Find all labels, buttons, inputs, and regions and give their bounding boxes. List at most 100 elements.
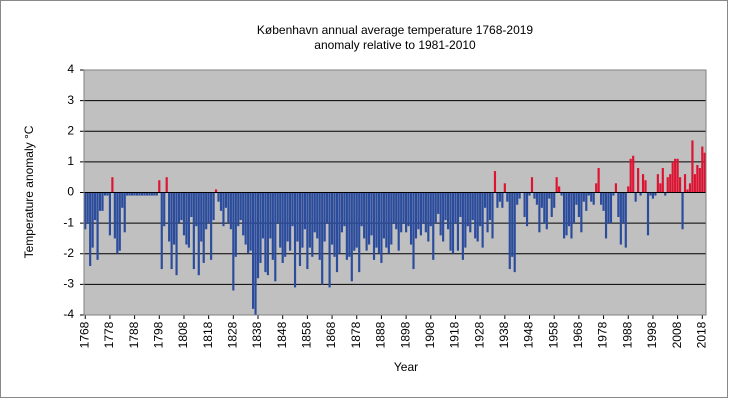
bar <box>607 192 610 224</box>
bar <box>424 192 427 233</box>
bar <box>118 192 121 251</box>
bar <box>602 192 605 211</box>
x-tick-label: 2018 <box>694 321 708 348</box>
y-tick-label: -1 <box>63 215 74 229</box>
bar <box>145 192 149 196</box>
bar <box>446 192 450 230</box>
bar <box>271 192 274 260</box>
bar <box>666 177 669 193</box>
bar <box>555 177 558 193</box>
bar <box>649 192 652 196</box>
bar <box>256 192 260 279</box>
bar <box>214 189 218 193</box>
bar <box>217 192 220 202</box>
x-tick-label: 1908 <box>423 321 437 348</box>
bar <box>316 192 319 239</box>
bar <box>170 192 173 270</box>
bar <box>321 192 324 285</box>
x-tick-label: 1778 <box>102 321 116 348</box>
bar <box>451 192 455 254</box>
bar <box>641 174 645 193</box>
bar <box>617 192 620 217</box>
bar <box>402 192 405 224</box>
bar <box>609 192 613 224</box>
bar <box>503 183 506 193</box>
bar <box>464 192 467 248</box>
bar <box>126 192 129 196</box>
bar <box>429 192 432 227</box>
bar <box>251 192 255 309</box>
x-tick-label: 1828 <box>226 321 240 348</box>
bar <box>94 192 97 221</box>
bar <box>637 168 640 193</box>
bar <box>84 192 87 230</box>
bar <box>395 192 398 230</box>
bar <box>417 192 420 230</box>
bar <box>133 192 136 196</box>
bar <box>222 192 225 227</box>
bar <box>698 168 701 193</box>
x-tick-label: 1968 <box>571 321 585 348</box>
bar <box>259 192 262 263</box>
bar <box>340 192 344 233</box>
bar <box>358 192 361 273</box>
bar <box>587 192 590 196</box>
bar <box>372 192 376 260</box>
bar <box>175 192 178 276</box>
bar <box>86 192 89 224</box>
bar <box>582 192 585 202</box>
bar <box>367 192 371 245</box>
bar <box>338 192 341 254</box>
bar <box>493 171 497 193</box>
bar <box>298 192 302 266</box>
bar <box>323 192 326 242</box>
bar <box>98 192 102 211</box>
bar <box>604 192 608 239</box>
bar <box>481 192 484 248</box>
y-tick-label: 0 <box>67 185 74 199</box>
bar <box>456 192 460 251</box>
y-tick-label: 4 <box>67 62 74 76</box>
bar <box>567 192 571 227</box>
bar <box>261 192 265 239</box>
bar <box>180 192 183 221</box>
bar <box>91 192 94 248</box>
bar <box>535 192 539 205</box>
bar <box>291 192 294 227</box>
bar <box>200 192 203 242</box>
bar <box>89 192 92 266</box>
bar <box>437 192 440 214</box>
bar <box>422 192 425 224</box>
bar <box>390 192 393 245</box>
bar <box>311 192 314 257</box>
bar <box>301 192 304 248</box>
bar <box>140 192 144 196</box>
bar <box>370 192 373 236</box>
bar <box>335 192 339 273</box>
y-tick-label: -4 <box>63 307 74 321</box>
x-tick-label: 1838 <box>250 321 264 348</box>
x-tick-label: 1998 <box>645 321 659 348</box>
bar <box>661 168 664 193</box>
bar <box>624 192 627 248</box>
x-tick-label: 1868 <box>324 321 338 348</box>
bar <box>210 192 213 260</box>
bar <box>190 192 193 217</box>
bar <box>498 192 501 202</box>
bar <box>442 192 445 242</box>
bar <box>296 192 299 242</box>
bar <box>101 192 104 211</box>
bar <box>484 192 487 208</box>
x-tick-label: 1918 <box>448 321 462 348</box>
y-tick-label: -2 <box>63 246 74 260</box>
bar <box>286 192 289 242</box>
bar <box>350 192 353 282</box>
x-tick-label: 1798 <box>151 321 165 348</box>
bar <box>405 192 408 233</box>
bar <box>696 164 699 193</box>
bar <box>530 177 534 193</box>
bar <box>387 192 390 254</box>
y-tick-label: 3 <box>67 93 74 107</box>
bar <box>466 192 469 227</box>
bar <box>397 192 400 251</box>
